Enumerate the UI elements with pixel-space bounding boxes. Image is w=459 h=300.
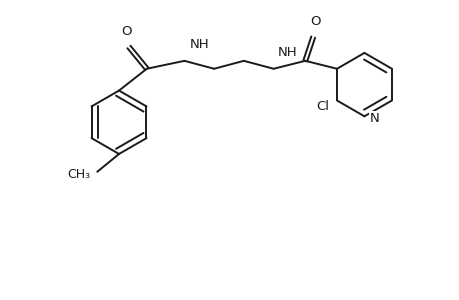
Text: N: N	[369, 112, 378, 125]
Text: NH: NH	[277, 46, 297, 59]
Text: O: O	[122, 25, 132, 38]
Text: NH: NH	[189, 38, 208, 51]
Text: CH₃: CH₃	[67, 168, 90, 181]
Text: Cl: Cl	[315, 100, 328, 113]
Text: O: O	[309, 15, 320, 28]
